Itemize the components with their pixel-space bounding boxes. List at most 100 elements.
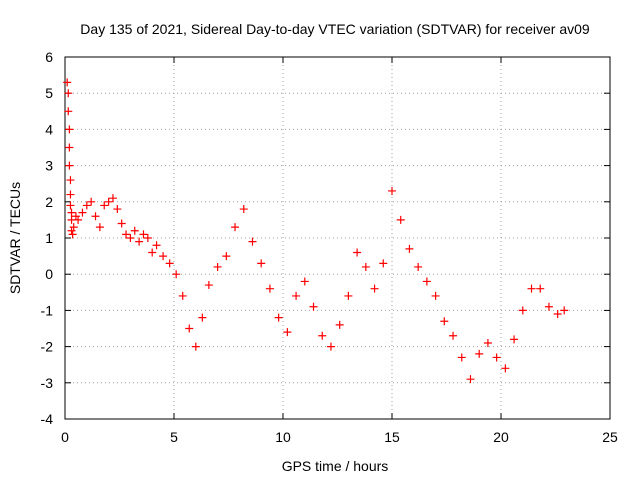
data-point bbox=[100, 201, 109, 210]
x-axis-label: GPS time / hours bbox=[282, 458, 389, 474]
data-point bbox=[152, 241, 161, 250]
y-tick-label: 0 bbox=[45, 266, 53, 282]
x-tick-label: 25 bbox=[602, 429, 618, 445]
data-point bbox=[326, 342, 335, 351]
data-point bbox=[159, 252, 168, 261]
y-tick-label: 5 bbox=[45, 85, 53, 101]
x-tick-label: 0 bbox=[61, 429, 69, 445]
data-point bbox=[405, 244, 414, 253]
data-point bbox=[135, 237, 144, 246]
data-point bbox=[71, 212, 80, 221]
data-point bbox=[536, 284, 545, 293]
data-point bbox=[414, 262, 423, 271]
data-point bbox=[361, 262, 370, 271]
data-point bbox=[309, 302, 318, 311]
x-tick-label: 20 bbox=[493, 429, 509, 445]
data-point bbox=[560, 306, 569, 315]
y-tick-label: -3 bbox=[41, 375, 54, 391]
data-point bbox=[265, 284, 274, 293]
data-point bbox=[553, 310, 562, 319]
data-point bbox=[518, 306, 527, 315]
data-point bbox=[65, 161, 74, 170]
data-point bbox=[91, 212, 100, 221]
data-point bbox=[388, 186, 396, 195]
data-point bbox=[68, 230, 77, 239]
data-point bbox=[431, 291, 440, 300]
data-series bbox=[63, 78, 569, 384]
y-tick-label: 4 bbox=[45, 121, 53, 137]
data-point bbox=[64, 89, 73, 98]
data-point bbox=[283, 328, 292, 337]
data-point bbox=[67, 226, 76, 235]
data-point bbox=[108, 194, 117, 203]
data-point bbox=[396, 215, 405, 224]
data-point bbox=[148, 248, 157, 257]
data-point bbox=[87, 197, 96, 206]
data-point bbox=[78, 208, 87, 217]
y-tick-label: 3 bbox=[45, 158, 53, 174]
chart-title: Day 135 of 2021, Sidereal Day-to-day VTE… bbox=[80, 21, 590, 37]
data-point bbox=[379, 259, 388, 268]
data-point bbox=[66, 176, 75, 185]
y-tick-label: -4 bbox=[41, 411, 54, 427]
data-point bbox=[65, 125, 74, 134]
data-point bbox=[353, 248, 362, 257]
data-point bbox=[126, 234, 135, 242]
data-point bbox=[113, 205, 122, 214]
y-tick-label: 1 bbox=[45, 230, 53, 246]
x-tick-label: 5 bbox=[170, 429, 178, 445]
data-point bbox=[501, 364, 510, 373]
data-point bbox=[344, 291, 353, 300]
data-point bbox=[483, 338, 492, 347]
data-point bbox=[370, 284, 379, 293]
data-point bbox=[82, 201, 91, 210]
data-point bbox=[130, 226, 139, 235]
y-tick-label: -1 bbox=[41, 302, 54, 318]
data-point bbox=[191, 342, 200, 351]
data-point bbox=[74, 215, 83, 224]
data-point bbox=[475, 349, 484, 358]
data-point bbox=[274, 313, 283, 322]
data-point bbox=[510, 335, 519, 344]
data-point bbox=[185, 324, 194, 333]
data-point bbox=[66, 201, 75, 210]
data-point bbox=[422, 277, 431, 286]
data-point bbox=[527, 284, 536, 293]
data-point bbox=[165, 259, 174, 268]
x-tick-label: 15 bbox=[384, 429, 400, 445]
data-point bbox=[104, 197, 113, 206]
data-point bbox=[292, 291, 301, 300]
data-point bbox=[492, 353, 501, 362]
data-point bbox=[69, 223, 78, 232]
data-point bbox=[449, 331, 458, 340]
data-point bbox=[178, 291, 187, 300]
data-point bbox=[95, 223, 104, 232]
data-point bbox=[466, 375, 475, 384]
data-point bbox=[204, 281, 213, 290]
y-axis-label: SDTVAR / TECUs bbox=[7, 182, 23, 294]
data-point bbox=[335, 320, 344, 329]
y-tick-label: 2 bbox=[45, 194, 53, 210]
data-point bbox=[198, 313, 207, 322]
data-point bbox=[231, 223, 240, 232]
data-point bbox=[248, 237, 257, 246]
data-point bbox=[544, 302, 553, 311]
data-point bbox=[66, 190, 75, 199]
data-point bbox=[457, 353, 466, 362]
data-point bbox=[318, 331, 327, 340]
data-point bbox=[67, 208, 76, 217]
data-point bbox=[300, 277, 309, 286]
grid-lines bbox=[65, 57, 610, 419]
data-point bbox=[139, 230, 148, 239]
y-axis-ticks: -4 -3 -2 -1 0 1 2 3 4 5 6 bbox=[41, 49, 610, 427]
data-point bbox=[143, 234, 152, 242]
data-point bbox=[239, 205, 248, 214]
data-point bbox=[222, 252, 231, 261]
y-tick-label: -2 bbox=[41, 339, 54, 355]
data-point bbox=[63, 78, 72, 87]
data-point bbox=[64, 107, 73, 116]
data-point bbox=[213, 262, 222, 271]
data-point bbox=[117, 219, 126, 228]
data-point bbox=[65, 143, 74, 152]
